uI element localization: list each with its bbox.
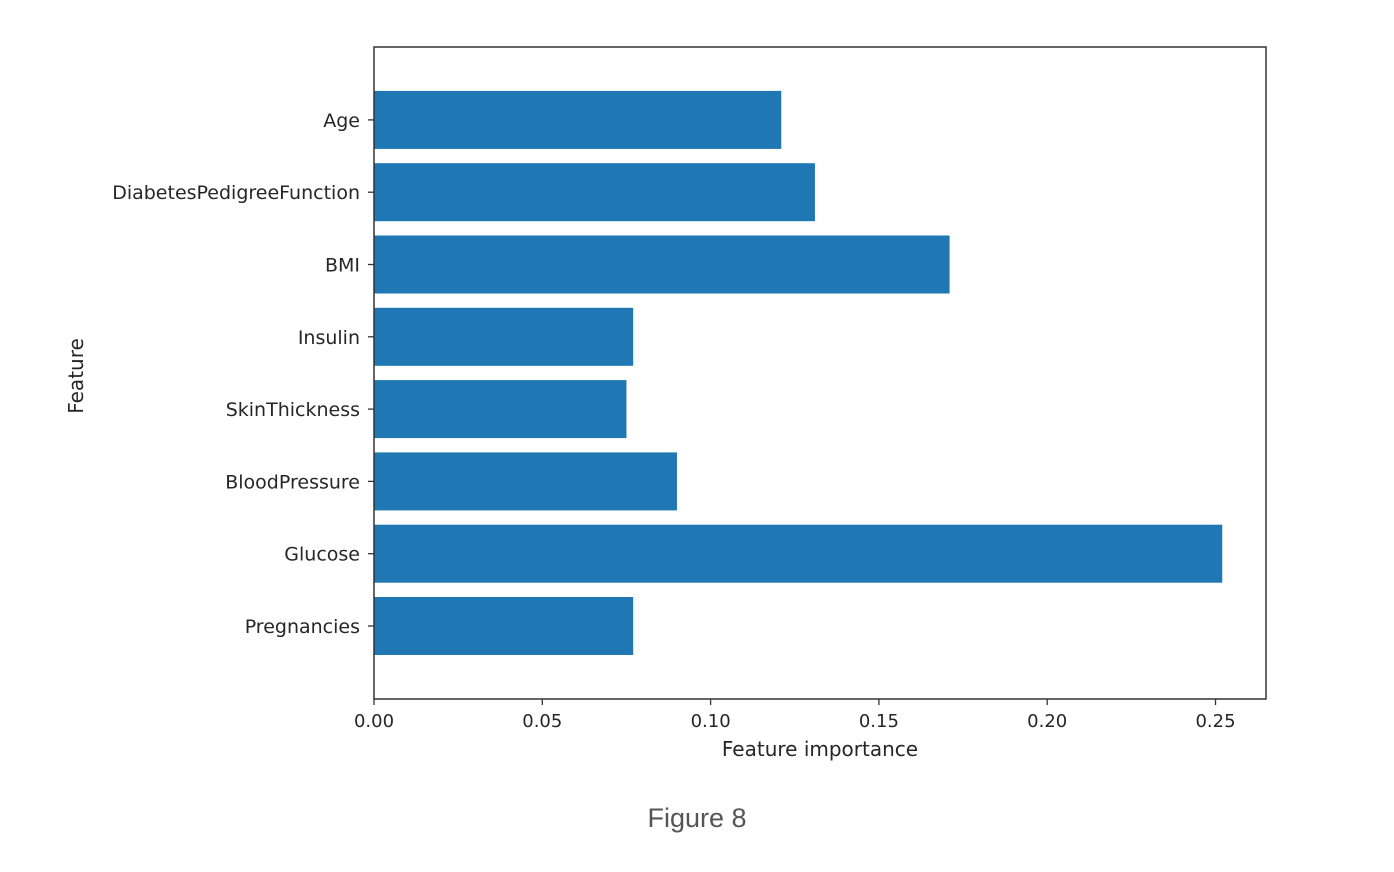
bar-glucose	[374, 524, 1223, 583]
bar-bmi	[374, 235, 950, 294]
x-tick-label: 0.10	[691, 711, 731, 732]
bars-group	[374, 90, 1223, 655]
y-tick-label: DiabetesPedigreeFunction	[112, 182, 360, 204]
y-tick-label: Age	[323, 110, 360, 132]
figure-caption: Figure 8	[647, 803, 747, 833]
y-tick-label: Pregnancies	[245, 616, 360, 638]
bar-pregnancies	[374, 597, 634, 655]
y-tick-label: BMI	[325, 255, 360, 277]
bar-skinthickness	[374, 380, 627, 439]
x-axis-label: Feature importance	[722, 737, 918, 761]
x-tick-label: 0.05	[522, 711, 562, 732]
bar-insulin	[374, 307, 634, 366]
plot-frame	[373, 46, 1267, 700]
x-tick-label: 0.15	[859, 711, 899, 732]
x-axis-ticks: 0.00 0.05 0.10 0.15 0.20 0.25	[354, 699, 1236, 732]
bar-diabetespedigreefunction	[374, 163, 815, 222]
y-tick-label: Glucose	[284, 544, 360, 566]
y-axis-ticks: Pregnancies Glucose BloodPressure SkinThick…	[112, 110, 374, 638]
bar-age	[374, 90, 782, 149]
bar-bloodpressure	[374, 452, 677, 511]
feature-importance-chart: Pregnancies Glucose BloodPressure SkinThick…	[64, 46, 1267, 761]
y-tick-label: SkinThickness	[226, 399, 360, 421]
y-axis-label: Feature	[64, 338, 88, 414]
x-tick-label: 0.25	[1195, 711, 1235, 732]
y-tick-label: BloodPressure	[225, 471, 360, 493]
x-tick-label: 0.20	[1027, 711, 1067, 732]
x-tick-label: 0.00	[354, 711, 394, 732]
y-tick-label: Insulin	[298, 327, 360, 349]
